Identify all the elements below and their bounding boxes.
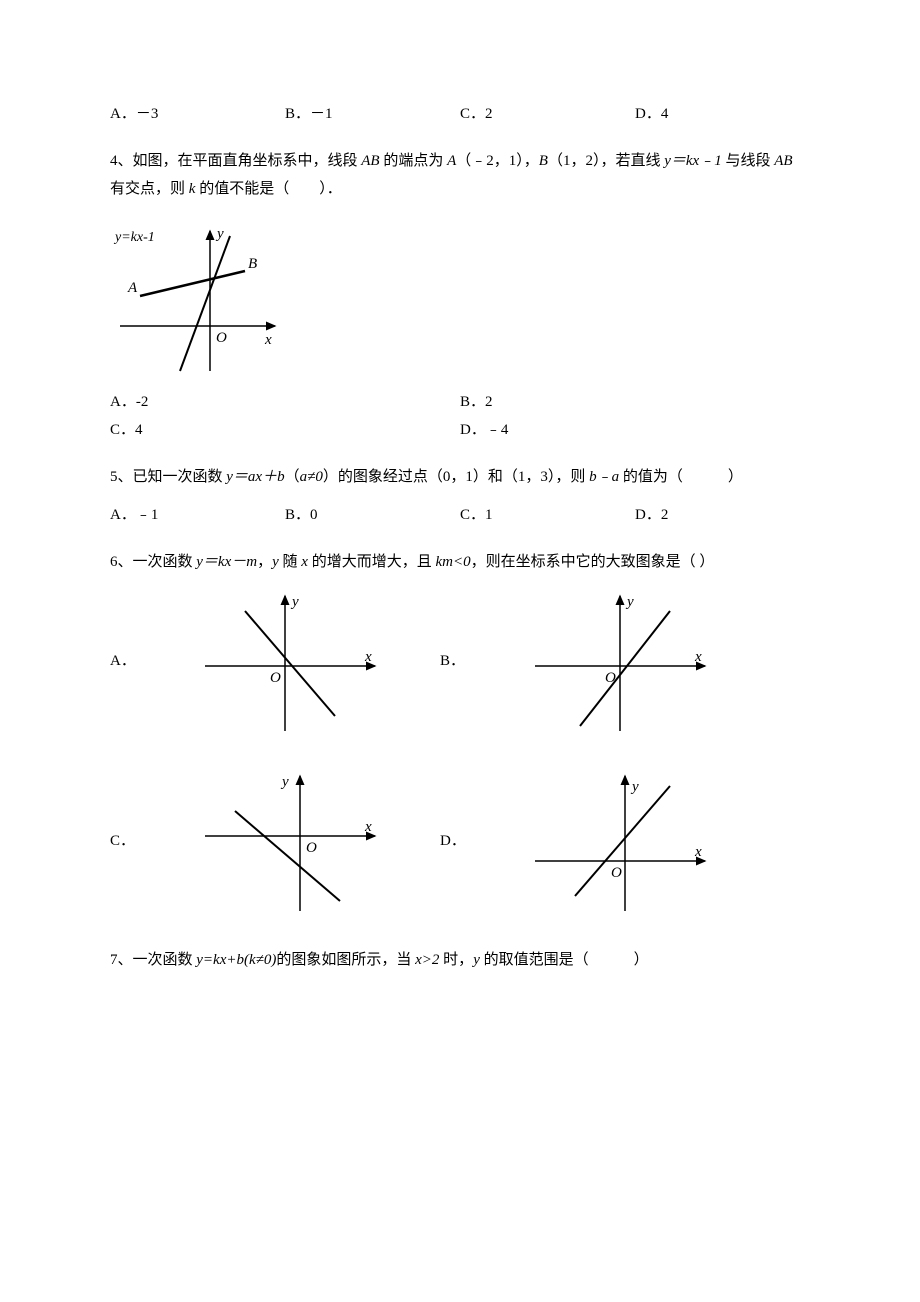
q4-option-b: B．2 bbox=[460, 388, 810, 417]
q4-t2: 的端点为 bbox=[380, 153, 448, 169]
q6-label-c: C． bbox=[110, 827, 140, 856]
q6-cond: km<0 bbox=[435, 554, 470, 570]
q4-fig-x: x bbox=[264, 332, 272, 348]
q6-graph-c: y x O bbox=[140, 766, 440, 916]
q6-t2: ， bbox=[257, 554, 272, 570]
svg-text:x: x bbox=[694, 649, 702, 665]
q4-stem: 4、如图，在平面直角坐标系中，线段 AB 的端点为 A（﹣2，1），B（1，2）… bbox=[110, 147, 810, 204]
q4-fig-eq: y=kx-1 bbox=[113, 230, 155, 245]
q7-mid2: 时， bbox=[439, 952, 473, 968]
svg-text:y: y bbox=[280, 774, 289, 790]
q5-stem: 5、已知一次函数 y＝ax＋b（a≠0）的图象经过点（0，1）和（1，3），则 … bbox=[110, 463, 810, 492]
q4-t5: 与线段 bbox=[722, 153, 775, 169]
q5-end: 的值为（ ） bbox=[619, 469, 743, 485]
q4-t6: 有交点，则 bbox=[110, 181, 189, 197]
q7-y: y bbox=[473, 952, 480, 968]
q4-text: 4、如图，在平面直角坐标系中，线段 bbox=[110, 153, 361, 169]
q6-label-a: A． bbox=[110, 647, 140, 676]
q4-options-row2: C．4 D．﹣4 bbox=[110, 416, 810, 445]
q4-ab2: AB bbox=[774, 153, 792, 169]
q4-a: A bbox=[447, 153, 456, 169]
q4-figure: y=kx-1 y x O A B bbox=[110, 216, 810, 376]
q5-p1: （ bbox=[285, 469, 300, 485]
q6-stem: 6、一次函数 y＝kx－m，y 随 x 的增大而增大，且 km<0，则在坐标系中… bbox=[110, 548, 810, 577]
q5-option-c: C．1 bbox=[460, 501, 635, 530]
q6-t4: 的增大而增大，且 bbox=[308, 554, 436, 570]
q6-x: x bbox=[301, 554, 308, 570]
q6-label-d: D． bbox=[440, 827, 470, 856]
svg-text:O: O bbox=[611, 865, 622, 881]
q5-option-b: B．0 bbox=[285, 501, 460, 530]
svg-text:y: y bbox=[630, 779, 639, 795]
q3-option-c: C．2 bbox=[460, 100, 635, 129]
q4-option-c: C．4 bbox=[110, 416, 460, 445]
q4-t4: （1，2），若直线 bbox=[548, 153, 664, 169]
q5-option-d: D．2 bbox=[635, 501, 810, 530]
q4-t7: 的值不能是（ ）． bbox=[195, 181, 341, 197]
q4-fig-b: B bbox=[248, 256, 257, 272]
q4-options-row1: A．-2 B．2 bbox=[110, 388, 810, 417]
q4-ab: AB bbox=[361, 153, 379, 169]
svg-text:O: O bbox=[270, 670, 281, 686]
svg-text:y: y bbox=[625, 594, 634, 610]
q4-b: B bbox=[539, 153, 548, 169]
q4-fig-a: A bbox=[127, 280, 138, 296]
svg-text:x: x bbox=[364, 649, 372, 665]
q7-mid: 的图象如图所示，当 bbox=[276, 952, 415, 968]
q6-label-b: B． bbox=[440, 647, 470, 676]
q3-option-d: D．4 bbox=[635, 100, 810, 129]
q5-p2: ）的图象经过点（0，1）和（1，3），则 bbox=[323, 469, 589, 485]
q7-eq: y=kx+b bbox=[196, 952, 244, 968]
q6-y: y bbox=[272, 554, 279, 570]
q6-graph-d: y x O bbox=[470, 766, 770, 916]
svg-text:y: y bbox=[290, 594, 299, 610]
q3-option-b: B．－1 bbox=[285, 100, 460, 129]
svg-text:O: O bbox=[605, 670, 616, 686]
svg-text:x: x bbox=[364, 819, 372, 835]
svg-text:x: x bbox=[694, 844, 702, 860]
q7-end: 的取值范围是（ ） bbox=[480, 952, 649, 968]
q6-t1: 6、一次函数 bbox=[110, 554, 196, 570]
q5-option-a: A．﹣1 bbox=[110, 501, 285, 530]
q6-end: ，则在坐标系中它的大致图象是（ ） bbox=[471, 554, 715, 570]
q6-graphs-row1: A． y x O B． y x O bbox=[110, 586, 810, 736]
q4-option-d: D．﹣4 bbox=[460, 416, 810, 445]
q7-stem: 7、一次函数 y=kx+b(k≠0)的图象如图所示，当 x>2 时，y 的取值范… bbox=[110, 946, 810, 975]
q5-options: A．﹣1 B．0 C．1 D．2 bbox=[110, 501, 810, 530]
q4-fig-o: O bbox=[216, 330, 227, 346]
q5-eq: y＝ax＋b bbox=[226, 469, 284, 485]
q3-options: A．－3 B．－1 C．2 D．4 bbox=[110, 100, 810, 129]
q6-graphs-row2: C． y x O D． y x O bbox=[110, 766, 810, 916]
q6-t3: 随 bbox=[279, 554, 302, 570]
q3-option-a: A．－3 bbox=[110, 100, 285, 129]
q7-t1: 7、一次函数 bbox=[110, 952, 196, 968]
q6-graph-a: y x O bbox=[140, 586, 440, 736]
q5-expr: b﹣a bbox=[589, 469, 619, 485]
q4-eq: y＝kx﹣1 bbox=[664, 153, 721, 169]
q4-option-a: A．-2 bbox=[110, 388, 460, 417]
q7-cond2: x>2 bbox=[415, 952, 439, 968]
q5-cond: a≠0 bbox=[300, 469, 323, 485]
q6-graph-b: y x O bbox=[470, 586, 770, 736]
q7-cond: (k≠0) bbox=[244, 952, 276, 968]
q5-t1: 5、已知一次函数 bbox=[110, 469, 226, 485]
q4-t3: （﹣2，1）， bbox=[456, 153, 539, 169]
q6-eq: y＝kx－m bbox=[196, 554, 257, 570]
svg-text:O: O bbox=[306, 840, 317, 856]
q4-fig-y: y bbox=[215, 226, 224, 242]
